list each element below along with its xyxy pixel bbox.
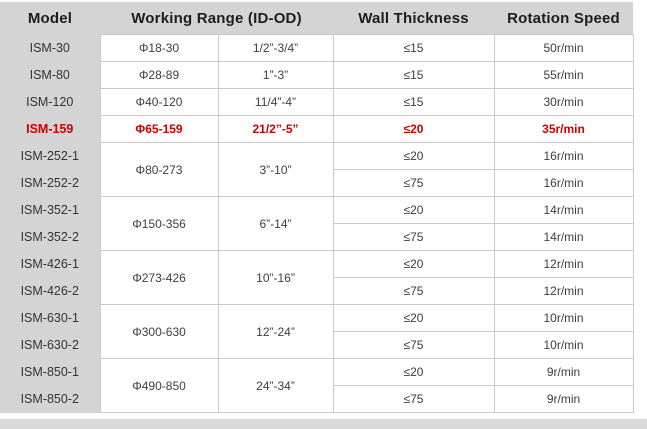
table-row: ISM-850-2 ≤75 9r/min — [0, 385, 634, 413]
table-body: ISM-30 Φ18-30 1/2”-3/4” ≤15 50r/min ISM-… — [0, 34, 634, 413]
wall-thickness-cell: ≤75 — [332, 331, 495, 359]
spec-table: Model Working Range (ID-OD) Wall Thickne… — [0, 2, 634, 413]
rotation-speed-cell: 12r/min — [493, 250, 634, 278]
table-row: ISM-630-2 ≤75 10r/min — [0, 331, 634, 359]
wall-thickness-cell: ≤75 — [332, 223, 495, 251]
range-mm-cell: Φ18-30 — [99, 34, 219, 62]
rotation-speed-cell: 50r/min — [493, 34, 634, 62]
model-cell: ISM-630-1 — [0, 304, 100, 332]
model-cell: ISM-850-2 — [0, 385, 100, 413]
page: Model Working Range (ID-OD) Wall Thickne… — [0, 2, 634, 413]
model-cell: ISM-120 — [0, 88, 100, 116]
range-in-cell: 21/2”-5” — [217, 115, 334, 143]
model-cell: ISM-30 — [0, 34, 100, 62]
wall-thickness-cell: ≤15 — [332, 34, 495, 62]
range-in-cell: 1/2”-3/4” — [217, 34, 334, 62]
table-header: Model Working Range (ID-OD) Wall Thickne… — [0, 2, 633, 35]
range-in-cell: 6”-14” — [217, 196, 334, 251]
model-cell: ISM-630-2 — [0, 331, 100, 359]
rotation-speed-cell: 35r/min — [493, 115, 634, 143]
range-in-cell: 10”-16” — [217, 250, 334, 305]
range-mm-cell: Φ65-159 — [99, 115, 219, 143]
model-cell: ISM-352-2 — [0, 223, 100, 251]
model-cell: ISM-159 — [0, 115, 100, 143]
range-in-cell: 3”-10” — [217, 142, 334, 197]
table-row: ISM-352-2 ≤75 14r/min — [0, 223, 634, 251]
model-cell: ISM-426-2 — [0, 277, 100, 305]
model-cell: ISM-80 — [0, 61, 100, 89]
col-header-wall-thickness: Wall Thickness — [333, 2, 494, 35]
rotation-speed-cell: 16r/min — [493, 169, 634, 197]
table-row: ISM-120 Φ40-120 11/4”-4” ≤15 30r/min — [0, 88, 634, 116]
wall-thickness-cell: ≤20 — [332, 358, 495, 386]
range-in-cell: 24”-34” — [217, 358, 334, 413]
rotation-speed-cell: 14r/min — [493, 223, 634, 251]
range-in-cell: 11/4”-4” — [217, 88, 334, 116]
model-cell: ISM-352-1 — [0, 196, 100, 224]
col-header-rotation-speed: Rotation Speed — [494, 2, 633, 35]
range-mm-cell: Φ80-273 — [99, 142, 219, 197]
col-header-model: Model — [0, 2, 100, 35]
header-row: Model Working Range (ID-OD) Wall Thickne… — [0, 2, 633, 35]
rotation-speed-cell: 10r/min — [493, 331, 634, 359]
rotation-speed-cell: 12r/min — [493, 277, 634, 305]
range-in-cell: 12”-24” — [217, 304, 334, 359]
rotation-speed-cell: 9r/min — [493, 385, 634, 413]
wall-thickness-cell: ≤75 — [332, 277, 495, 305]
wall-thickness-cell: ≤20 — [332, 196, 495, 224]
wall-thickness-cell: ≤20 — [332, 304, 495, 332]
wall-thickness-cell: ≤15 — [332, 88, 495, 116]
wall-thickness-cell: ≤20 — [332, 115, 495, 143]
rotation-speed-cell: 10r/min — [493, 304, 634, 332]
rotation-speed-cell: 9r/min — [493, 358, 634, 386]
model-cell: ISM-252-1 — [0, 142, 100, 170]
table-row: ISM-252-1 Φ80-273 3”-10” ≤20 16r/min — [0, 142, 634, 197]
table-row: ISM-80 Φ28-89 1”-3” ≤15 55r/min — [0, 61, 634, 89]
col-header-working-range: Working Range (ID-OD) — [100, 2, 333, 35]
table-row: ISM-30 Φ18-30 1/2”-3/4” ≤15 50r/min — [0, 34, 634, 62]
wall-thickness-cell: ≤15 — [332, 61, 495, 89]
table-row-highlighted: ISM-159 Φ65-159 21/2”-5” ≤20 35r/min — [0, 115, 634, 143]
rotation-speed-cell: 30r/min — [493, 88, 634, 116]
range-mm-cell: Φ40-120 — [99, 88, 219, 116]
rotation-speed-cell: 55r/min — [493, 61, 634, 89]
wall-thickness-cell: ≤20 — [332, 142, 495, 170]
model-cell: ISM-426-1 — [0, 250, 100, 278]
table-row: ISM-630-1 Φ300-630 12”-24” ≤20 10r/min — [0, 304, 634, 359]
model-cell: ISM-252-2 — [0, 169, 100, 197]
rotation-speed-cell: 14r/min — [493, 196, 634, 224]
wall-thickness-cell: ≤75 — [332, 169, 495, 197]
page-bottom-strip — [0, 419, 647, 429]
range-mm-cell: Φ150-356 — [99, 196, 219, 251]
table-row: ISM-426-2 ≤75 12r/min — [0, 277, 634, 305]
range-mm-cell: Φ273-426 — [99, 250, 219, 305]
model-cell: ISM-850-1 — [0, 358, 100, 386]
range-mm-cell: Φ300-630 — [99, 304, 219, 359]
range-mm-cell: Φ490-850 — [99, 358, 219, 413]
table-row: ISM-426-1 Φ273-426 10”-16” ≤20 12r/min — [0, 250, 634, 305]
rotation-speed-cell: 16r/min — [493, 142, 634, 170]
range-in-cell: 1”-3” — [217, 61, 334, 89]
range-mm-cell: Φ28-89 — [99, 61, 219, 89]
table-row: ISM-850-1 Φ490-850 24”-34” ≤20 9r/min — [0, 358, 634, 413]
wall-thickness-cell: ≤20 — [332, 250, 495, 278]
wall-thickness-cell: ≤75 — [332, 385, 495, 413]
table-row: ISM-352-1 Φ150-356 6”-14” ≤20 14r/min — [0, 196, 634, 251]
